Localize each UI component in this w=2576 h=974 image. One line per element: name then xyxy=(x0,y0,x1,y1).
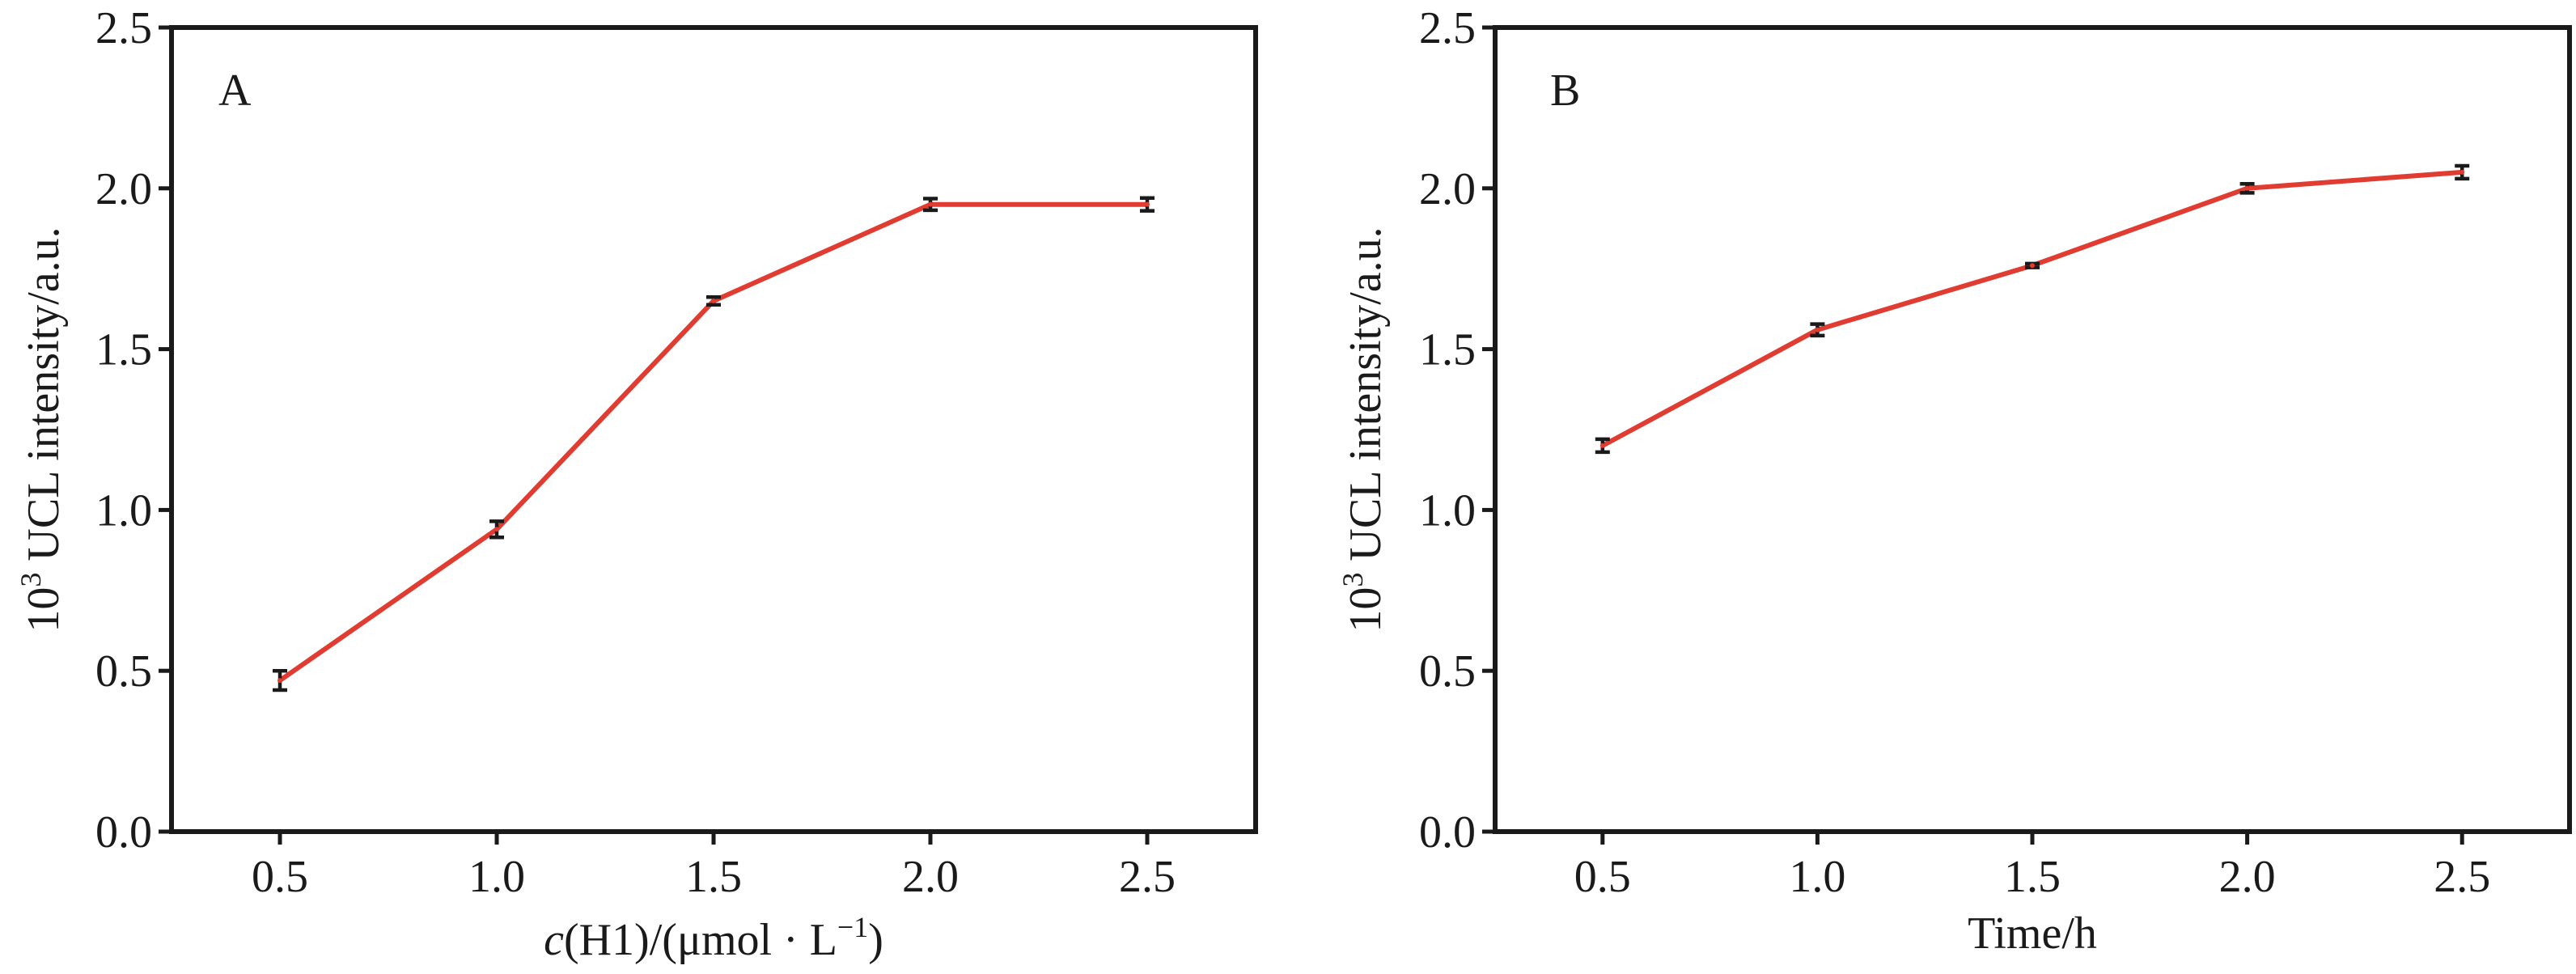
panel-b-series-line xyxy=(1601,169,2463,448)
panel-b-y-axis-title: 103 UCL intensity/a.u. xyxy=(1337,227,1391,632)
panel-a-y-title-superscript: 3 xyxy=(15,573,47,587)
panel-a-x-title-close: ) xyxy=(868,915,883,965)
panel-a-x-tick-label-3: 2.0 xyxy=(902,852,959,902)
panel-a-y-tick-label-4: 2.0 xyxy=(95,164,152,214)
panel-a-x-tick-label-0: 0.5 xyxy=(252,852,308,902)
panel-a-x-axis-title: c(H1)/(μmol · L−1) xyxy=(544,911,883,965)
panel-a-x-title-text: (H1)/(μmol · L xyxy=(564,915,837,965)
panel-a-data-point-1 xyxy=(494,527,499,532)
panel-b-x-axis-title: Time/h xyxy=(1968,908,2097,959)
panel-b-data-point-0 xyxy=(1599,443,1605,448)
panel-a-x-title-superscript: −1 xyxy=(837,911,868,943)
panel-b-x-tick-label-1: 1.0 xyxy=(1789,852,1845,902)
panel-a-y-title-text: UCL intensity/a.u. xyxy=(19,227,69,572)
panel-a-x-title-italic: c xyxy=(544,915,564,965)
panel-a-marks: 0.5 1.0 1.5 2.0 2.5 0.0 0.5 1.0 1.5 2.0 2.5 xyxy=(95,3,1176,902)
panel-a-x-tick-label-4: 2.5 xyxy=(1119,852,1176,902)
panel-a-y-tick-label-0: 0.0 xyxy=(95,807,152,858)
panel-a: A 0.5 1.0 1.5 2.0 2.5 0.0 0.5 1.0 1.5 2.0 2.5 c(H1… xyxy=(15,3,1258,965)
panel-b-y-title-base: 10 xyxy=(1341,587,1391,633)
panel-b-y-tick-label-2: 1.0 xyxy=(1419,485,1476,536)
panel-b-letter: B xyxy=(1550,66,1580,116)
panel-a-x-tick-label-1: 1.0 xyxy=(468,852,525,902)
panel-a-data-point-4 xyxy=(1145,201,1150,207)
panel-a-y-tick-label-5: 2.5 xyxy=(95,3,152,53)
panel-b-x-tick-label-3: 2.0 xyxy=(2219,852,2276,902)
panel-a-y-axis-title: 103 UCL intensity/a.u. xyxy=(15,227,69,632)
panel-a-data-point-0 xyxy=(278,678,282,684)
panel-a-letter: A xyxy=(218,66,252,116)
panel-a-x-tick-label-2: 1.5 xyxy=(685,852,742,902)
panel-a-y-tick-label-1: 0.5 xyxy=(95,646,152,697)
panel-b-data-point-1 xyxy=(1815,327,1820,332)
panel-b-y-tick-label-0: 0.0 xyxy=(1419,807,1476,858)
panel-a-y-tick-label-2: 1.0 xyxy=(95,485,152,536)
panel-b-data-point-2 xyxy=(2030,263,2035,269)
panel-b-data-point-4 xyxy=(2459,169,2465,175)
panel-b-y-tick-label-3: 1.5 xyxy=(1419,325,1476,375)
panel-a-y-title-base: 10 xyxy=(19,587,69,633)
panel-b-y-tick-label-5: 2.5 xyxy=(1419,3,1476,53)
panel-b-x-tick-label-0: 0.5 xyxy=(1574,852,1631,902)
panel-b-x-tick-label-4: 2.5 xyxy=(2434,852,2490,902)
panel-b-marks: 0.5 1.0 1.5 2.0 2.5 0.0 0.5 1.0 1.5 2.0 2.5 xyxy=(1419,3,2490,902)
panel-b-axes-frame xyxy=(1493,25,2572,834)
panel-a-data-point-3 xyxy=(928,201,933,207)
panel-a-y-tick-label-3: 1.5 xyxy=(95,325,152,375)
panel-b-data-point-3 xyxy=(2244,185,2250,191)
panel-a-axes-frame xyxy=(169,25,1258,834)
panel-b-y-tick-label-4: 2.0 xyxy=(1419,164,1476,214)
panel-b-x-tick-label-2: 1.5 xyxy=(2004,852,2061,902)
panel-b-y-tick-label-1: 0.5 xyxy=(1419,646,1476,697)
panel-a-series-line xyxy=(278,201,1147,683)
panel-a-data-point-2 xyxy=(711,298,716,303)
panel-b-y-title-text: UCL intensity/a.u. xyxy=(1341,227,1391,572)
panel-b: B 0.5 1.0 1.5 2.0 2.5 0.0 0.5 1.0 1.5 2.0 2.5 Time… xyxy=(1337,3,2572,959)
panel-b-y-title-superscript: 3 xyxy=(1337,573,1369,587)
